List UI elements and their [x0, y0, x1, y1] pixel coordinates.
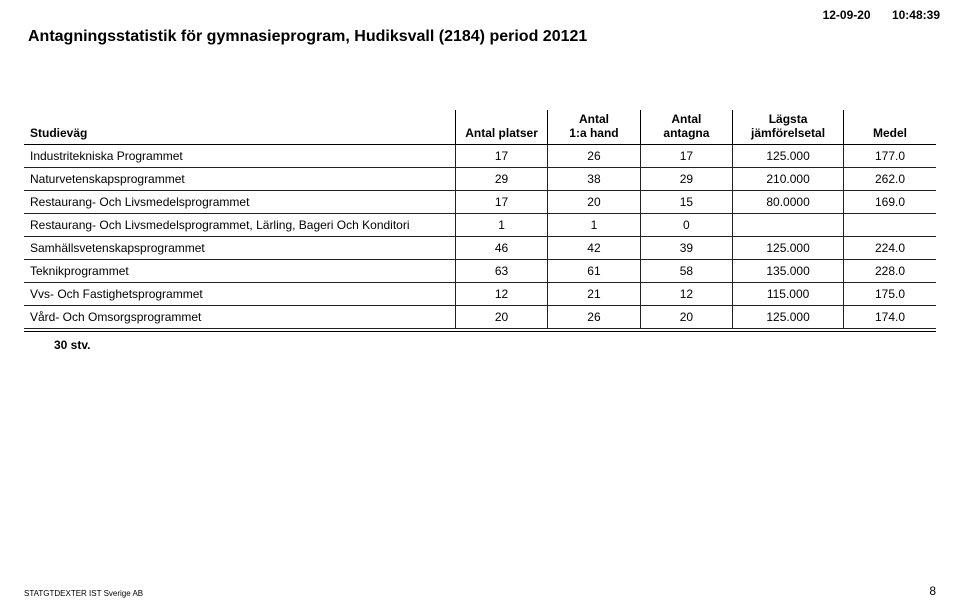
- cell-name: Restaurang- Och Livsmedelsprogrammet, Lä…: [24, 214, 455, 237]
- cell-hand: 20: [548, 191, 640, 214]
- header-row: Studieväg Antal platser Antal 1:a hand A…: [24, 110, 936, 145]
- col-1ahand-l1: Antal: [554, 112, 633, 126]
- page-number: 8: [929, 584, 936, 598]
- table-row: Industritekniska Programmet 17 26 17 125…: [24, 145, 936, 168]
- cell-name: Naturvetenskapsprogrammet: [24, 168, 455, 191]
- row-count: 30 stv.: [54, 338, 90, 352]
- table-row: Teknikprogrammet 63 61 58 135.000 228.0: [24, 260, 936, 283]
- footer: STATGTDEXTER IST Sverige AB 8: [24, 584, 936, 598]
- cell-platser: 17: [455, 145, 547, 168]
- col-1ahand-l2: 1:a hand: [554, 126, 633, 140]
- cell-hand: 38: [548, 168, 640, 191]
- cell-hand: 42: [548, 237, 640, 260]
- cell-platser: 17: [455, 191, 547, 214]
- cell-hand: 61: [548, 260, 640, 283]
- table-row: Restaurang- Och Livsmedelsprogrammet 17 …: [24, 191, 936, 214]
- cell-name: Teknikprogrammet: [24, 260, 455, 283]
- table-row: Vård- Och Omsorgsprogrammet 20 26 20 125…: [24, 306, 936, 329]
- cell-medel: 174.0: [844, 306, 936, 329]
- cell-medel: 262.0: [844, 168, 936, 191]
- col-antagna-l1: Antal: [647, 112, 726, 126]
- cell-medel: 228.0: [844, 260, 936, 283]
- col-antagna: Antal antagna: [640, 110, 732, 145]
- cell-antagna: 12: [640, 283, 732, 306]
- footer-left: STATGTDEXTER IST Sverige AB: [24, 589, 143, 598]
- cell-antagna: 0: [640, 214, 732, 237]
- page-title: Antagningsstatistik för gymnasieprogram,…: [28, 28, 587, 46]
- col-1ahand: Antal 1:a hand: [548, 110, 640, 145]
- stats-table: Studieväg Antal platser Antal 1:a hand A…: [24, 110, 936, 332]
- time-text: 10:48:39: [892, 8, 940, 22]
- cell-antagna: 20: [640, 306, 732, 329]
- table-row: Restaurang- Och Livsmedelsprogrammet, Lä…: [24, 214, 936, 237]
- cell-platser: 63: [455, 260, 547, 283]
- cell-name: Vård- Och Omsorgsprogrammet: [24, 306, 455, 329]
- cell-name: Restaurang- Och Livsmedelsprogrammet: [24, 191, 455, 214]
- table-bottom-rule: [24, 329, 936, 332]
- cell-lagsta: 135.000: [733, 260, 844, 283]
- cell-lagsta: 115.000: [733, 283, 844, 306]
- cell-platser: 1: [455, 214, 547, 237]
- cell-name: Industritekniska Programmet: [24, 145, 455, 168]
- cell-platser: 12: [455, 283, 547, 306]
- cell-antagna: 15: [640, 191, 732, 214]
- cell-name: Samhällsvetenskapsprogrammet: [24, 237, 455, 260]
- cell-lagsta: 125.000: [733, 237, 844, 260]
- table-row: Samhällsvetenskapsprogrammet 46 42 39 12…: [24, 237, 936, 260]
- cell-lagsta: 125.000: [733, 306, 844, 329]
- cell-lagsta: 125.000: [733, 145, 844, 168]
- cell-platser: 20: [455, 306, 547, 329]
- cell-name: Vvs- Och Fastighetsprogrammet: [24, 283, 455, 306]
- cell-medel: 224.0: [844, 237, 936, 260]
- col-lagsta-l2: jämförelsetal: [739, 126, 837, 140]
- cell-medel: 177.0: [844, 145, 936, 168]
- cell-lagsta: 80.0000: [733, 191, 844, 214]
- cell-antagna: 17: [640, 145, 732, 168]
- cell-platser: 46: [455, 237, 547, 260]
- cell-lagsta: 210.000: [733, 168, 844, 191]
- cell-hand: 26: [548, 145, 640, 168]
- cell-hand: 21: [548, 283, 640, 306]
- date-text: 12-09-20: [823, 8, 871, 22]
- page: 12-09-20 10:48:39 Antagningsstatistik fö…: [0, 0, 960, 608]
- col-antagna-l2: antagna: [647, 126, 726, 140]
- table-row: Vvs- Och Fastighetsprogrammet 12 21 12 1…: [24, 283, 936, 306]
- col-lagsta: Lägsta jämförelsetal: [733, 110, 844, 145]
- datetime: 12-09-20 10:48:39: [823, 8, 940, 22]
- table-wrap: Studieväg Antal platser Antal 1:a hand A…: [24, 110, 936, 332]
- col-medel: Medel: [844, 110, 936, 145]
- col-studievag: Studieväg: [24, 110, 455, 145]
- cell-medel: 175.0: [844, 283, 936, 306]
- cell-medel: [844, 214, 936, 237]
- cell-antagna: 29: [640, 168, 732, 191]
- table-body: Industritekniska Programmet 17 26 17 125…: [24, 145, 936, 332]
- cell-hand: 26: [548, 306, 640, 329]
- col-platser: Antal platser: [455, 110, 547, 145]
- col-lagsta-l1: Lägsta: [739, 112, 837, 126]
- cell-lagsta: [733, 214, 844, 237]
- cell-medel: 169.0: [844, 191, 936, 214]
- cell-platser: 29: [455, 168, 547, 191]
- cell-antagna: 39: [640, 237, 732, 260]
- cell-antagna: 58: [640, 260, 732, 283]
- table-row: Naturvetenskapsprogrammet 29 38 29 210.0…: [24, 168, 936, 191]
- cell-hand: 1: [548, 214, 640, 237]
